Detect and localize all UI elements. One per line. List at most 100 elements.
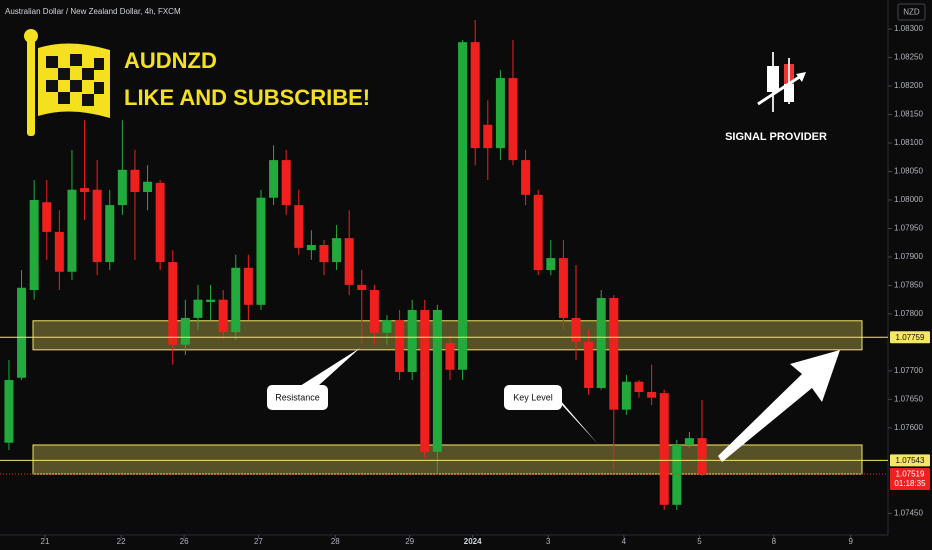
candle-body — [17, 287, 27, 378]
x-tick-label: 4 — [622, 537, 627, 546]
candle-body — [319, 244, 329, 263]
candle-body — [395, 320, 405, 373]
candle-body — [80, 188, 90, 193]
candle-body — [369, 290, 379, 333]
candle-body — [243, 267, 253, 305]
candle-body — [269, 160, 279, 198]
candle-body — [659, 393, 669, 505]
candle-body — [92, 189, 102, 263]
callout-key-level — [504, 385, 598, 444]
x-tick-label: 28 — [331, 537, 340, 546]
candle-body — [4, 380, 14, 443]
y-tick-label: 1.07900 — [894, 252, 923, 261]
callout-label: Key Level — [513, 392, 553, 402]
y-tick-label: 1.07600 — [894, 423, 923, 432]
candle-body — [105, 205, 115, 263]
y-tick-label: 1.08100 — [894, 138, 923, 147]
y-tick-label: 1.07650 — [894, 395, 923, 404]
y-tick-label: 1.07950 — [894, 224, 923, 233]
candle-body — [155, 182, 165, 263]
candle-body — [483, 124, 493, 149]
x-tick-label: 22 — [117, 537, 126, 546]
price-label-box — [890, 454, 930, 467]
tagline: LIKE AND SUBSCRIBE! — [124, 85, 370, 110]
x-tick-label: 26 — [180, 537, 189, 546]
currency-box — [897, 3, 926, 21]
y-tick-label: 1.08300 — [894, 24, 923, 33]
currency: NZD — [903, 8, 920, 17]
symbol-heading: AUDNZD — [124, 48, 217, 73]
y-tick-label: 1.08050 — [894, 167, 923, 176]
candle-body — [332, 238, 342, 263]
candle-body — [130, 169, 140, 193]
candle-body — [596, 297, 606, 389]
y-tick-label: 1.08200 — [894, 81, 923, 90]
price-label-box — [890, 331, 930, 344]
brand-name: SIGNAL PROVIDER — [725, 131, 827, 143]
y-tick-label: 1.07800 — [894, 309, 923, 318]
x-tick-label: 29 — [405, 537, 414, 546]
y-tick-label: 1.07450 — [894, 508, 923, 517]
candle-body — [684, 438, 694, 445]
flag-logo — [24, 29, 110, 136]
x-tick-label: 5 — [697, 537, 702, 546]
candle-body — [42, 202, 52, 232]
chart-title: Australian Dollar / New Zealand Dollar, … — [5, 7, 181, 16]
callout-label: Resistance — [275, 392, 320, 402]
brand-logo — [757, 52, 806, 112]
candle-body — [54, 231, 64, 272]
candle-body — [294, 205, 304, 248]
candle-body — [382, 320, 392, 333]
x-tick-label: 3 — [546, 537, 551, 546]
candle-body — [432, 309, 442, 452]
x-tick-label: 8 — [772, 537, 777, 546]
x-tick-label: 27 — [254, 537, 263, 546]
candle-body — [67, 189, 77, 272]
plot-area: 1.08300 1.08250 1.08200 1.08150 1.08100 1.080… — [0, 19, 930, 546]
candle-body — [357, 284, 367, 291]
trend-arrow — [718, 350, 840, 462]
candle-body — [218, 299, 228, 333]
candle-body — [521, 160, 531, 195]
last-price-box — [890, 468, 930, 491]
candle-body — [697, 438, 707, 475]
candle-body — [407, 309, 417, 373]
x-tick-label: 2024 — [464, 537, 482, 546]
candle-body — [445, 342, 455, 370]
candle-body — [168, 262, 178, 345]
price-label: 1.07543 — [896, 456, 925, 465]
candle-body — [571, 317, 581, 342]
zone — [32, 444, 863, 475]
candle-body — [306, 244, 316, 251]
candle-body — [495, 78, 505, 149]
candle-body — [344, 238, 354, 285]
x-tick-label: 21 — [41, 537, 50, 546]
y-tick-label: 1.07850 — [894, 281, 923, 290]
candle-body — [117, 169, 127, 206]
y-tick-label: 1.08250 — [894, 53, 923, 62]
y-tick-label: 1.07700 — [894, 366, 923, 375]
y-tick-label: 1.08150 — [894, 110, 923, 119]
candle-body — [193, 299, 203, 318]
candle-body — [281, 160, 291, 206]
candle-body — [546, 258, 556, 271]
candle-body — [508, 78, 518, 161]
candle-body — [420, 309, 430, 452]
candle-body — [533, 194, 543, 271]
candle-body — [672, 444, 682, 505]
x-tick-label: 9 — [848, 537, 853, 546]
y-tick-label: 1.08000 — [894, 195, 923, 204]
countdown: 01:18:35 — [894, 479, 926, 488]
candle-body — [621, 381, 631, 410]
candle-body — [634, 381, 644, 392]
candle-body — [256, 197, 266, 305]
candle-body — [609, 297, 619, 410]
candle-body — [206, 299, 216, 302]
candle-body — [558, 258, 568, 318]
candle-body — [231, 267, 241, 333]
candle-body — [29, 199, 39, 291]
candle-body — [143, 181, 153, 193]
price-label: 1.07759 — [896, 333, 925, 342]
last-price-label: 1.07519 — [896, 470, 925, 479]
